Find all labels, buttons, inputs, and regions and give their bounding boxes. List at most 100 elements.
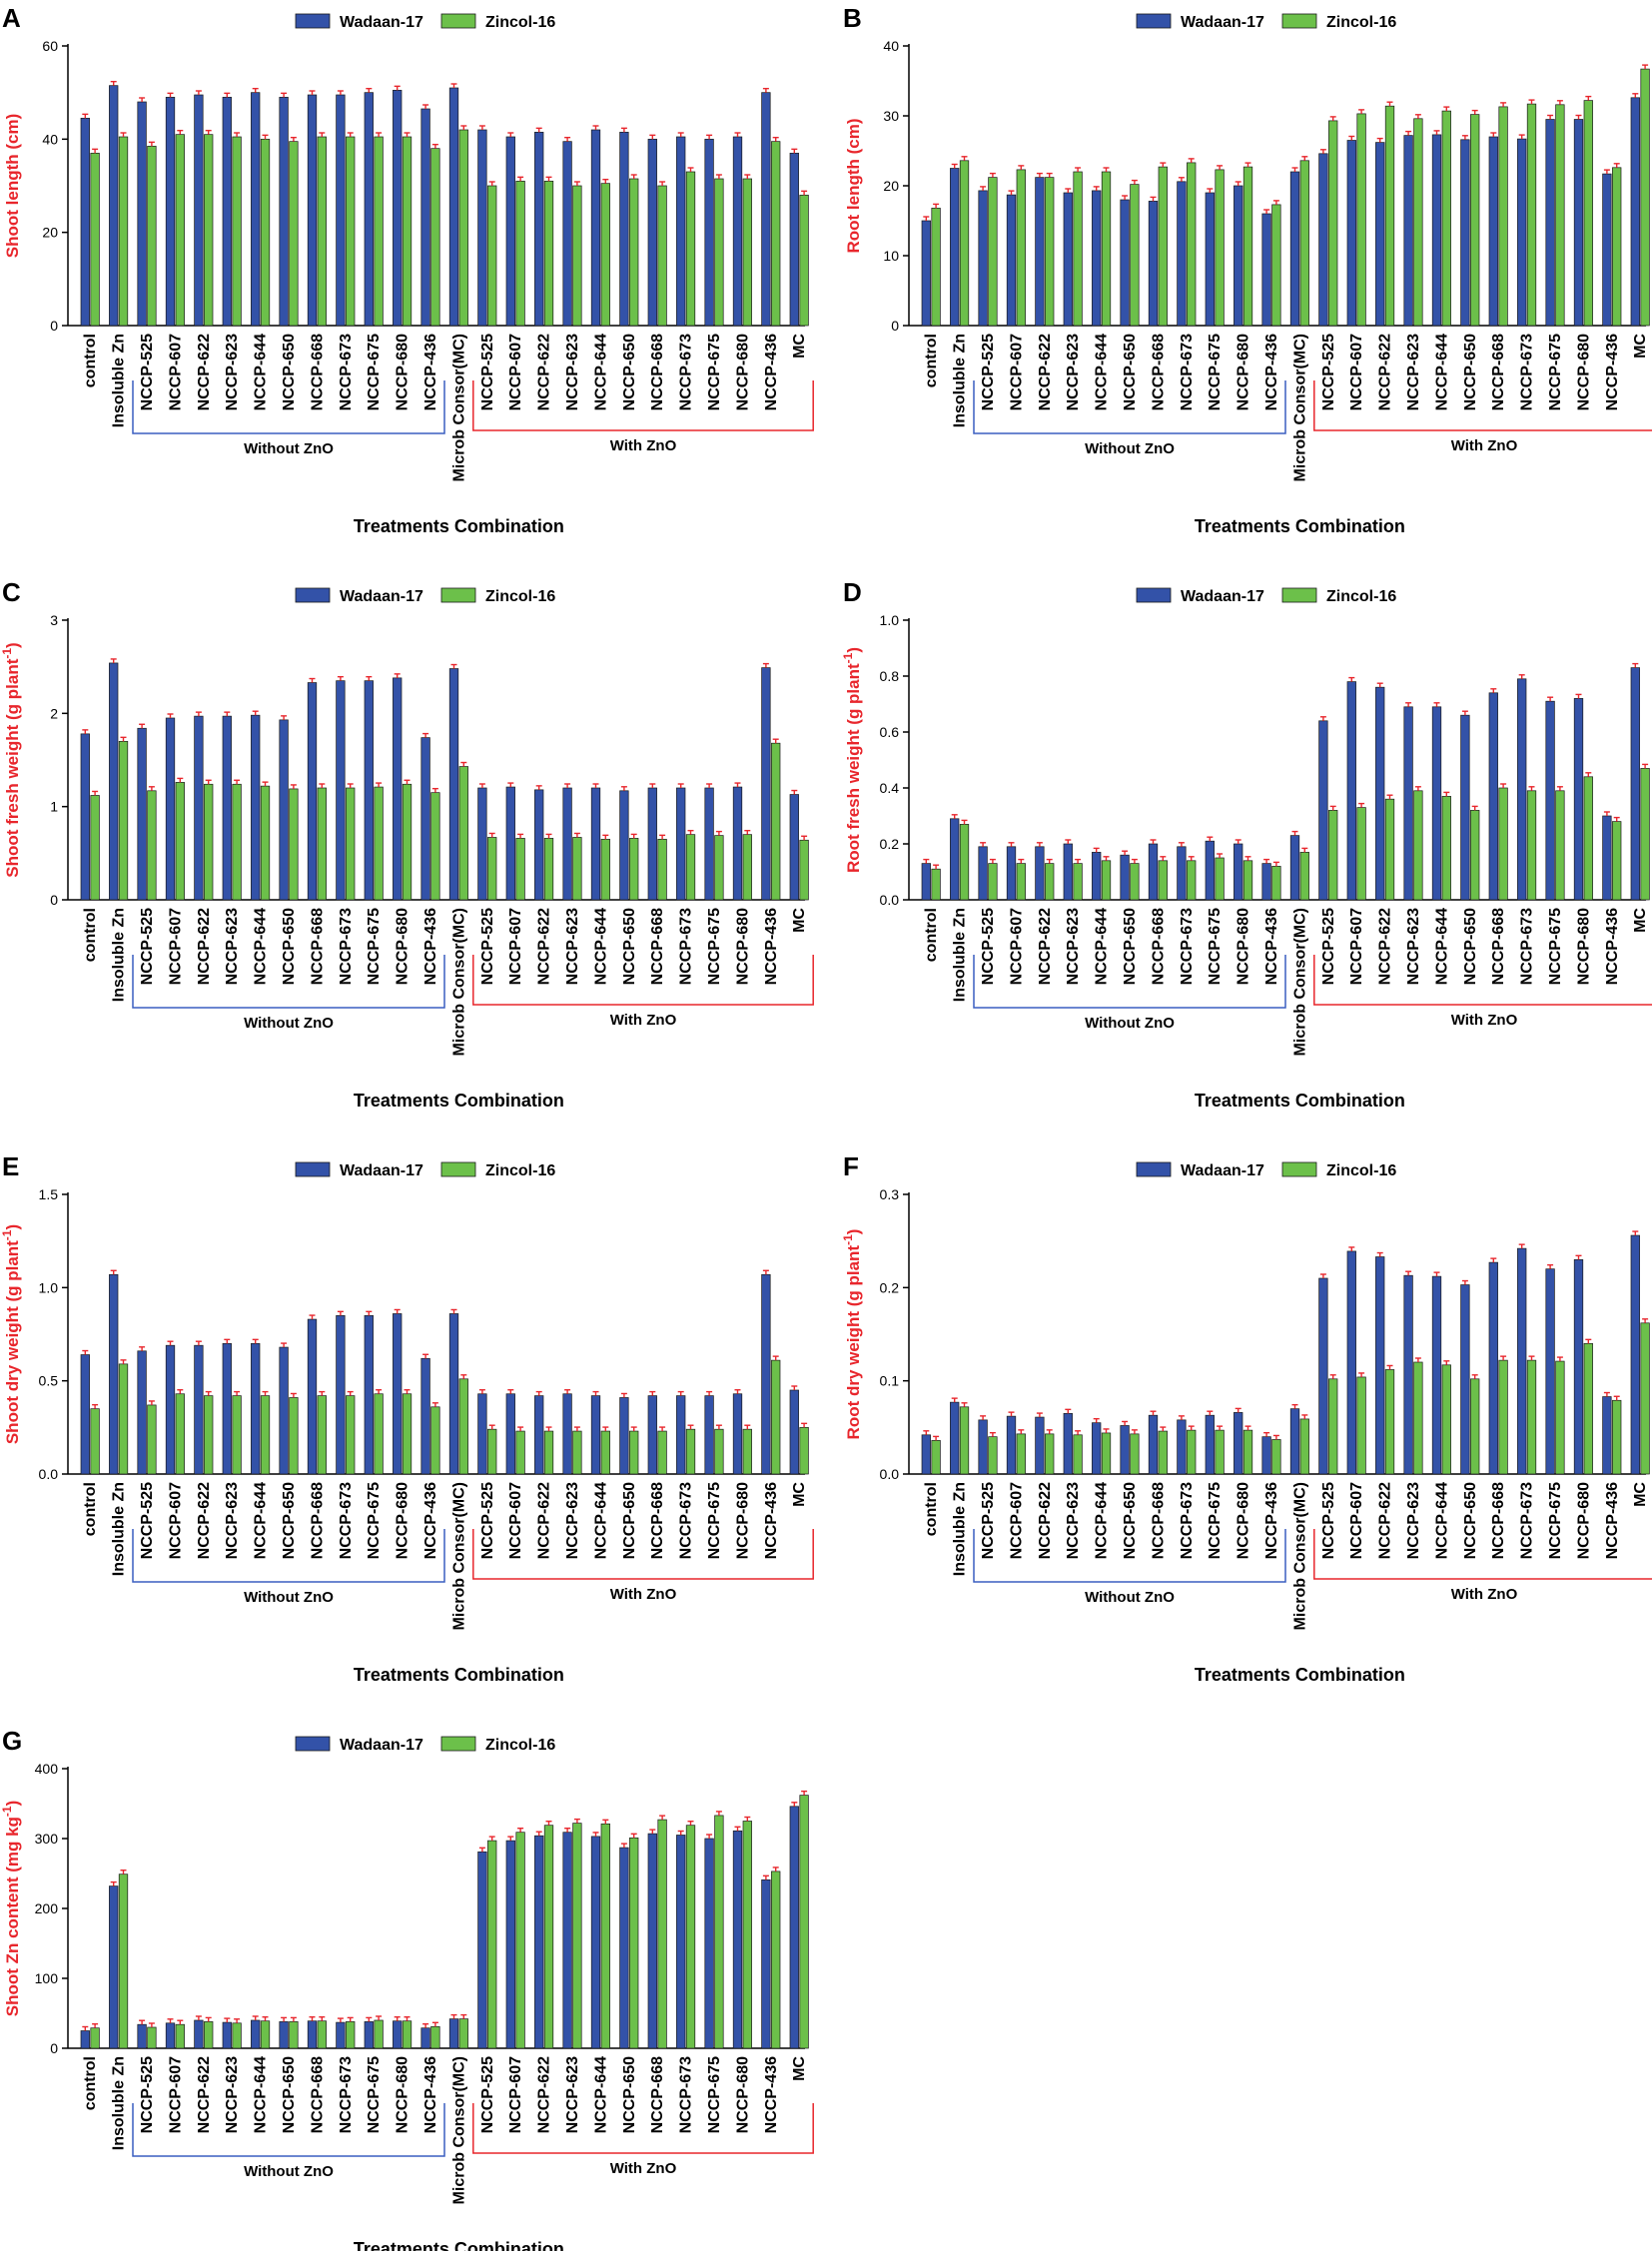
- bar-zincol-16: [1328, 810, 1338, 901]
- bar-wadaan-17: [165, 2022, 176, 2049]
- x-tick-label: NCCP-673: [678, 1482, 695, 1559]
- bar-wadaan-17: [279, 719, 289, 901]
- y-axis-label: Root length (cm): [844, 118, 863, 253]
- x-tick-label: NCCP-436: [1604, 1482, 1621, 1559]
- x-tick-label: NCCP-675: [706, 2056, 723, 2133]
- x-tick-label: NCCP-650: [621, 1482, 638, 1559]
- bar-wadaan-17: [562, 1393, 572, 1475]
- bar-wadaan-17: [194, 715, 204, 901]
- bar-zincol-16: [1016, 1433, 1026, 1475]
- bar-wadaan-17: [1602, 1396, 1612, 1475]
- bar-zincol-16: [1130, 1433, 1140, 1475]
- bar-zincol-16: [714, 835, 724, 901]
- x-tick-label: NCCP-436: [422, 2056, 439, 2133]
- x-tick-label: NCCP-623: [224, 2056, 241, 2133]
- x-tick-label: NCCP-668: [649, 908, 666, 985]
- x-tick-label: Microb Consor(MC): [1291, 334, 1308, 481]
- panel-letter: B: [843, 3, 862, 33]
- bar-zincol-16: [487, 1840, 497, 2049]
- without-zno-label: Without ZnO: [244, 1015, 334, 1032]
- y-tick-label: 400: [35, 1761, 59, 1777]
- bar-zincol-16: [1441, 796, 1451, 901]
- bar-zincol-16: [1073, 1434, 1083, 1475]
- bar-wadaan-17: [307, 2020, 318, 2049]
- bar-wadaan-17: [1234, 1412, 1243, 1475]
- with-zno-bracket: [472, 2103, 814, 2154]
- x-tick-label: NCCP-680: [1236, 908, 1252, 985]
- bar-wadaan-17: [950, 1401, 960, 1475]
- bar-zincol-16: [232, 2022, 242, 2049]
- x-tick-label: NCCP-650: [1122, 908, 1139, 985]
- bar-wadaan-17: [1092, 852, 1102, 901]
- bar-zincol-16: [430, 792, 440, 901]
- bar-wadaan-17: [1375, 1256, 1385, 1475]
- x-tick-label: NCCP-668: [309, 908, 326, 985]
- x-tick-label: NCCP-525: [479, 1482, 496, 1559]
- bar-wadaan-17: [1148, 1414, 1159, 1475]
- bar-zincol-16: [232, 783, 242, 901]
- bar-zincol-16: [771, 1871, 781, 2049]
- bar-zincol-16: [346, 2021, 356, 2049]
- legend-swatch-1: [295, 13, 331, 29]
- bar-wadaan-17: [534, 789, 544, 901]
- legend-swatch-1: [295, 1736, 331, 1752]
- bar-wadaan-17: [194, 1344, 204, 1475]
- bar-wadaan-17: [477, 129, 487, 327]
- bar-zincol-16: [458, 129, 468, 327]
- bar-wadaan-17: [448, 1313, 459, 1475]
- legend-swatch-2: [440, 13, 476, 29]
- bar-zincol-16: [118, 136, 129, 327]
- bar-wadaan-17: [789, 152, 799, 327]
- bar-wadaan-17: [647, 1395, 657, 1475]
- x-tick-label: NCCP-668: [309, 1482, 326, 1559]
- bar-zincol-16: [317, 787, 327, 901]
- bar-zincol-16: [685, 171, 696, 327]
- x-tick-label: NCCP-675: [366, 1482, 383, 1559]
- bar-wadaan-17: [704, 1838, 714, 2049]
- y-tick-label: 60: [42, 38, 58, 54]
- bar-zincol-16: [714, 1815, 724, 2049]
- bar-zincol-16: [232, 136, 242, 327]
- x-tick-label: NCCP-673: [338, 1482, 355, 1559]
- bar-wadaan-17: [1375, 142, 1385, 327]
- x-tick-label: NCCP-650: [621, 908, 638, 985]
- x-tick-label: NCCP-623: [1405, 334, 1422, 410]
- bar-zincol-16: [629, 1430, 639, 1475]
- bar-wadaan-17: [1261, 863, 1271, 901]
- bar-zincol-16: [346, 1395, 356, 1475]
- bar-wadaan-17: [1261, 1436, 1271, 1475]
- x-tick-label: NCCP-436: [1263, 908, 1280, 985]
- legend-label-2: Zincol-16: [1326, 14, 1396, 31]
- bar-zincol-16: [487, 837, 497, 901]
- x-tick-label: NCCP-525: [479, 2056, 496, 2133]
- bar-zincol-16: [1612, 1399, 1622, 1475]
- bar-wadaan-17: [1120, 854, 1130, 901]
- bar-wadaan-17: [364, 92, 374, 327]
- bar-wadaan-17: [761, 1878, 771, 2049]
- bar-wadaan-17: [448, 87, 459, 327]
- x-tick-label: NCCP-436: [763, 2056, 780, 2133]
- panel-letter: F: [843, 1151, 859, 1181]
- bar-zincol-16: [1356, 1376, 1366, 1475]
- bar-zincol-16: [742, 1428, 752, 1475]
- bar-zincol-16: [118, 1874, 129, 2049]
- bar-wadaan-17: [279, 96, 289, 327]
- x-tick-label: MC: [791, 1482, 808, 1507]
- bar-wadaan-17: [1630, 1234, 1640, 1475]
- x-tick-label: NCCP-675: [366, 2056, 383, 2133]
- bar-wadaan-17: [1120, 1425, 1130, 1475]
- x-tick-label: NCCP-680: [1236, 334, 1252, 410]
- x-tick-label: MC: [1632, 334, 1649, 359]
- bar-zincol-16: [799, 1795, 809, 2049]
- x-tick-label: NCCP-675: [1547, 334, 1564, 410]
- y-axis-label: Shoot dry weight (g plant-1): [0, 1224, 22, 1444]
- bar-wadaan-17: [1148, 201, 1159, 327]
- bar-wadaan-17: [165, 1344, 176, 1475]
- bar-zincol-16: [204, 134, 214, 327]
- bar-wadaan-17: [364, 1314, 374, 1475]
- bar-zincol-16: [374, 136, 384, 327]
- x-tick-label: NCCP-436: [422, 334, 439, 410]
- bar-wadaan-17: [222, 715, 232, 901]
- x-tick-label: NCCP-644: [592, 2056, 609, 2133]
- x-tick-label: NCCP-623: [564, 908, 581, 985]
